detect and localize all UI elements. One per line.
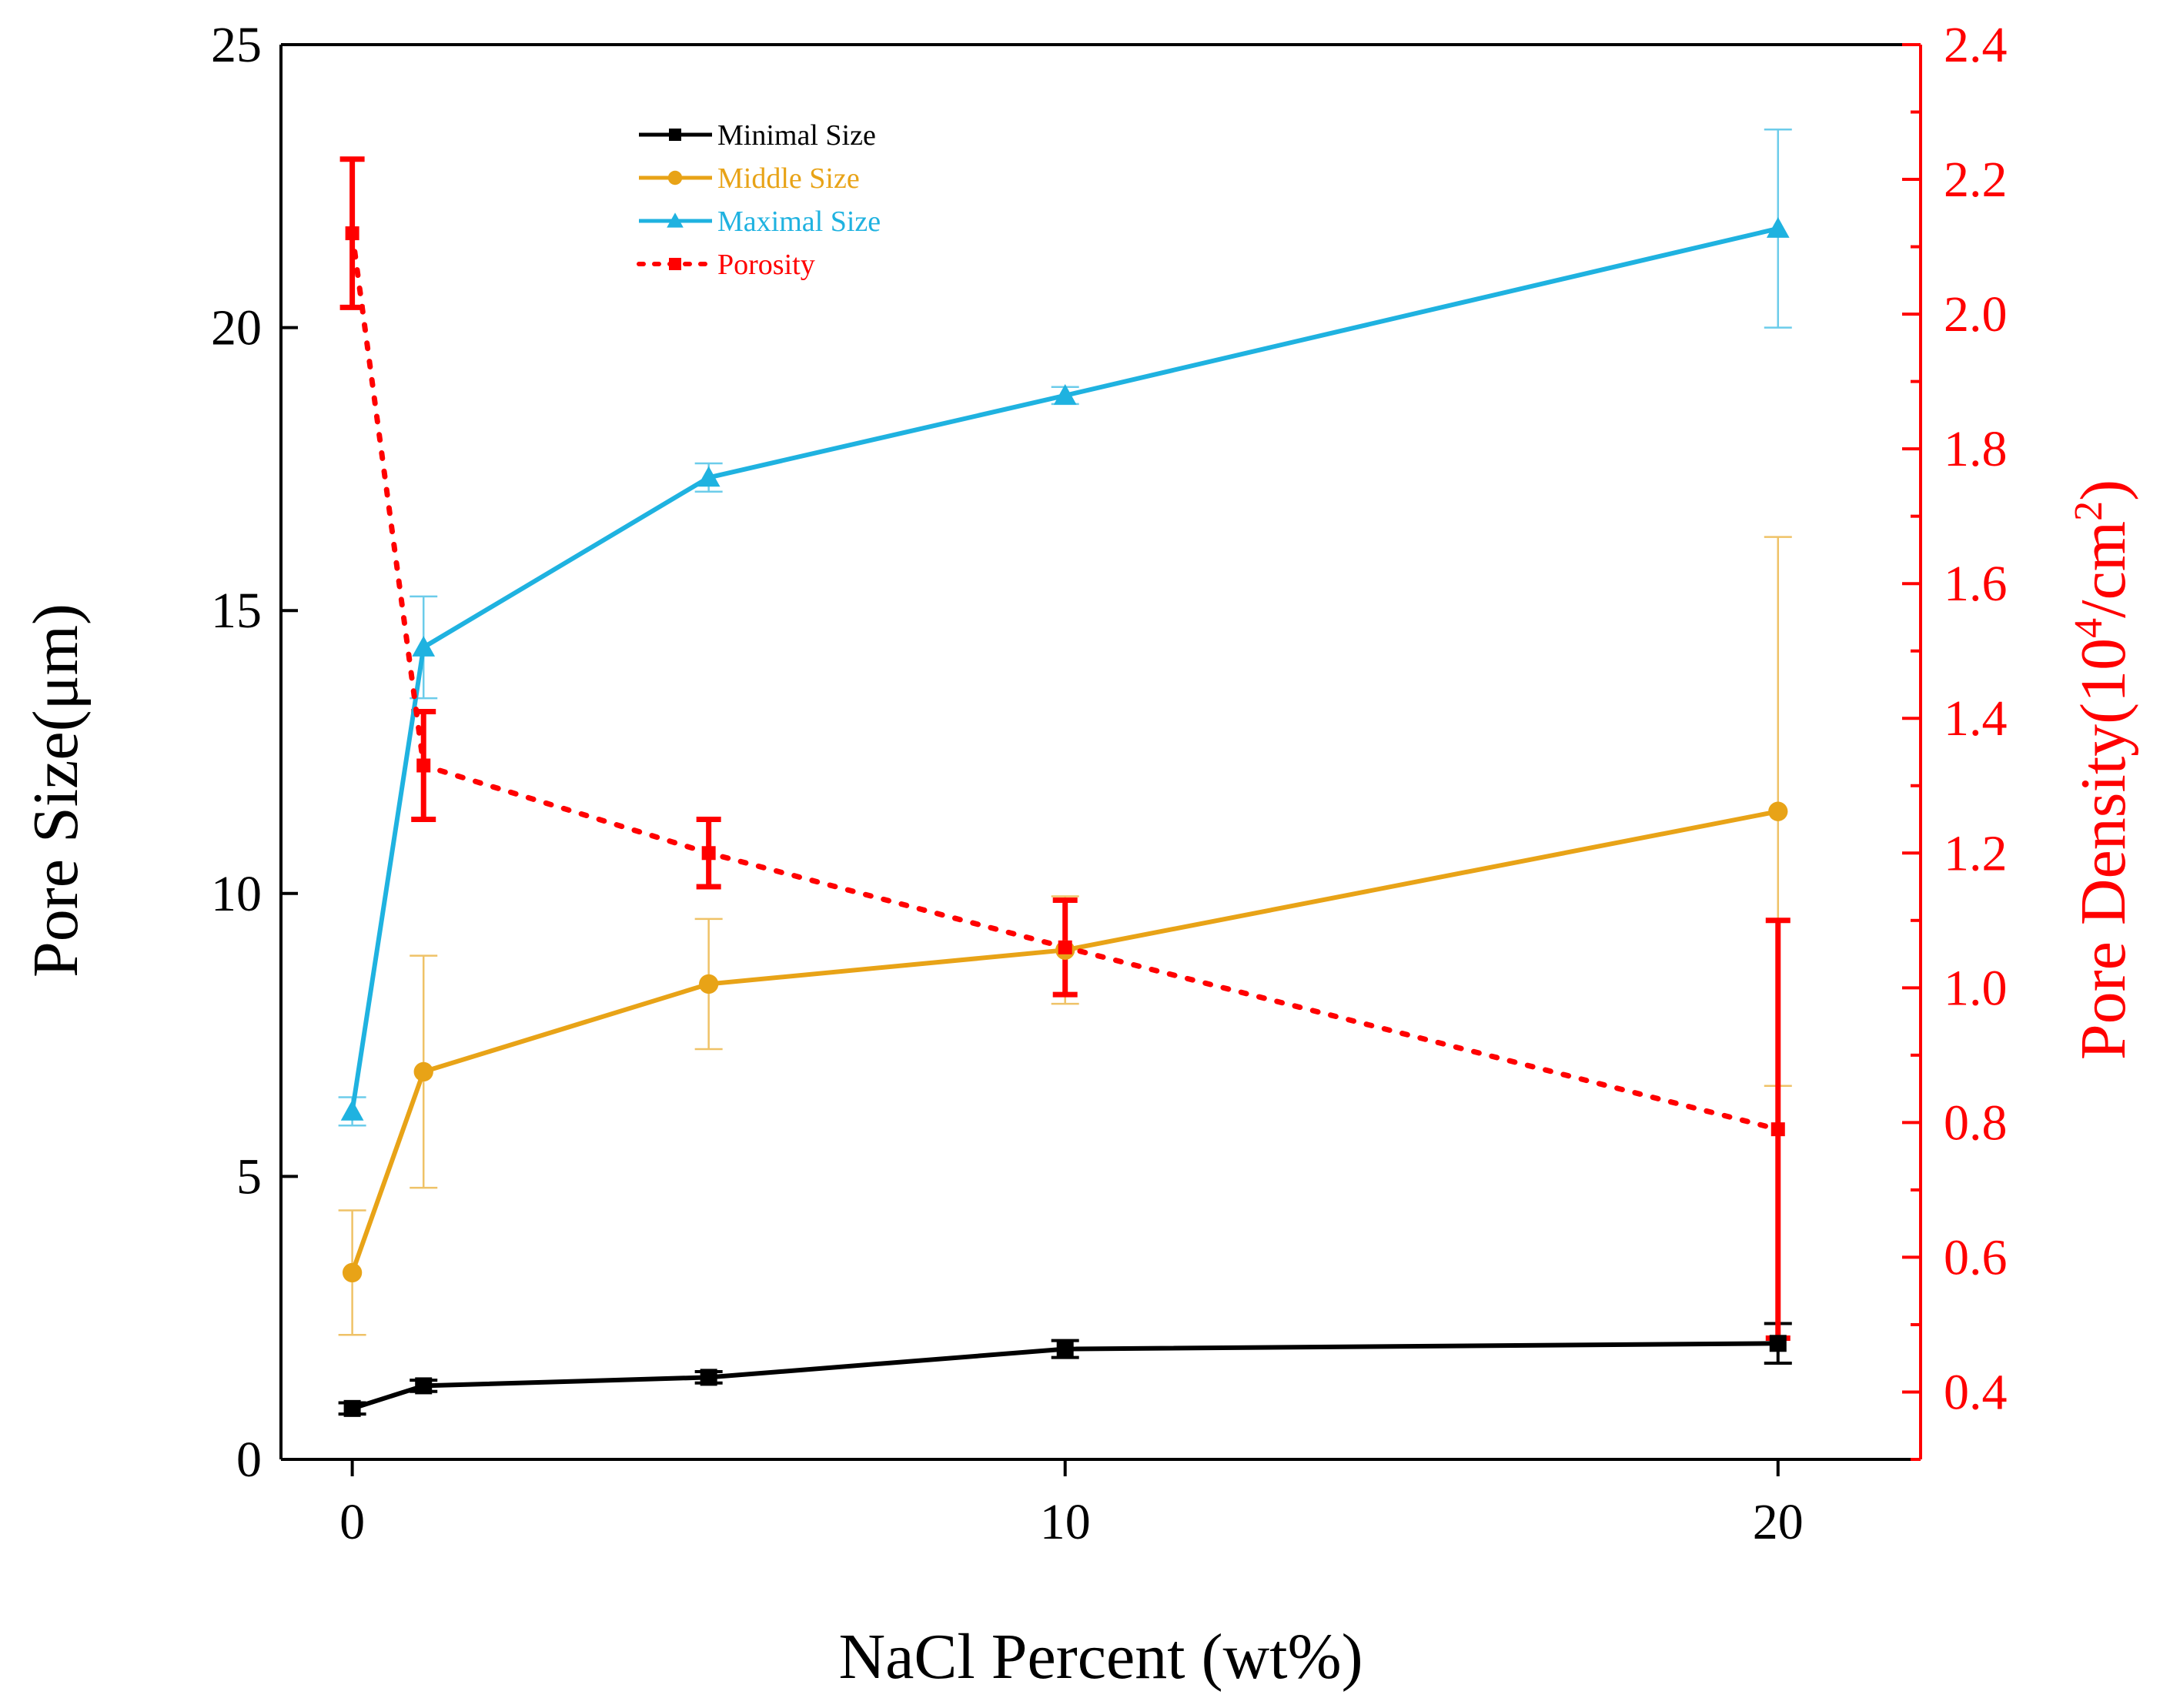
legend-marker <box>669 129 681 141</box>
data-point <box>413 1061 433 1082</box>
legend-label: Minimal Size <box>717 119 876 152</box>
y2-axis-title-sup: 4 <box>2067 618 2111 638</box>
y2-tick-label: 2.4 <box>1944 17 2008 73</box>
data-point <box>342 1262 363 1283</box>
data-point <box>1056 1340 1074 1358</box>
data-point <box>343 1399 361 1417</box>
y2-tick-label: 0.4 <box>1944 1364 2008 1420</box>
legend-label: Middle Size <box>717 162 860 195</box>
y2-tick-label: 1.2 <box>1944 825 2008 881</box>
x-tick-label: 20 <box>1753 1494 1804 1550</box>
data-point <box>699 974 719 994</box>
plot-area <box>338 129 1792 1417</box>
data-point <box>1058 940 1072 954</box>
y-tick-label: 10 <box>211 866 262 922</box>
axes: 0 5 10 15 20 25 0.4 0.6 0.8 1.0 1.2 1.4 1.6 1.8 2.0 2.2… <box>211 17 2008 1550</box>
y2-tick-label: 1.8 <box>1944 421 2008 477</box>
legend-marker <box>669 258 681 270</box>
data-point <box>416 758 431 773</box>
x-axis-title: NaCl Percent (wt%) <box>838 1621 1363 1693</box>
data-point <box>1768 801 1788 821</box>
data-point <box>1770 1122 1785 1137</box>
y2-tick-label: 0.8 <box>1944 1095 2008 1151</box>
data-point <box>697 466 721 487</box>
legend-label: Porosity <box>717 249 815 281</box>
y2-axis-title-main: Pore Density(10 <box>2068 638 2139 1060</box>
data-point <box>701 846 716 861</box>
data-point <box>1053 383 1077 405</box>
legend-marker <box>667 212 684 228</box>
y2-tick-label: 1.4 <box>1944 690 2008 747</box>
legend-marker <box>667 170 683 186</box>
y2-axis-title: Pore Density(104/cm2) <box>2067 480 2139 1060</box>
y2-axis-title-tail: /cm <box>2068 521 2139 618</box>
data-point <box>340 1100 364 1121</box>
data-point <box>415 1377 433 1395</box>
y2-tick-label: 1.0 <box>1944 960 2008 1016</box>
legend-label: Maximal Size <box>717 206 881 238</box>
data-point <box>1769 1335 1787 1352</box>
data-point <box>345 226 359 241</box>
y2-tick-label: 1.6 <box>1944 556 2008 612</box>
data-point <box>700 1369 717 1386</box>
y-tick-label: 15 <box>211 583 262 639</box>
y-tick-label: 5 <box>236 1148 262 1205</box>
y2-tick-label: 0.6 <box>1944 1229 2008 1285</box>
y2-tick-label: 2.2 <box>1944 152 2008 208</box>
y-axis-title: Pore Size(μm) <box>20 603 92 978</box>
x-tick-label: 10 <box>1040 1494 1091 1550</box>
x-tick-label: 0 <box>339 1494 365 1550</box>
y2-axis-title-close: ) <box>2068 480 2139 501</box>
legend: Minimal Size Middle Size Maximal Size Poros… <box>637 119 881 281</box>
y-tick-label: 0 <box>236 1432 262 1488</box>
y-tick-label: 20 <box>211 300 262 356</box>
data-point <box>1766 217 1790 238</box>
y2-tick-label: 2.0 <box>1944 286 2008 343</box>
data-point <box>412 636 436 657</box>
y-tick-label: 25 <box>211 17 262 73</box>
y2-axis-title-sup2: 2 <box>2067 501 2111 521</box>
